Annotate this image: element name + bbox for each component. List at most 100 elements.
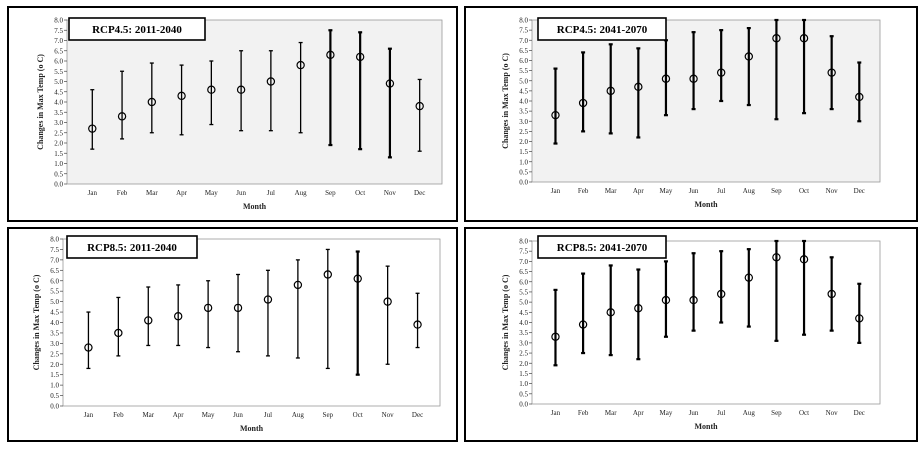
x-axis-label: Month [240,424,264,433]
mean-point-apr [634,82,643,92]
y-tick-label: 0.5 [519,390,528,398]
mean-point-jul [716,68,726,77]
y-tick-label: 3.0 [519,339,528,347]
mean-point-jan [551,110,560,120]
title-box [537,17,667,41]
mean-point-sep [326,50,335,60]
y-tick-label: 5.5 [519,288,528,296]
y-tick-label: 0.5 [519,168,528,176]
title-box [68,17,206,41]
y-tick-label: 4.5 [54,88,63,96]
plot-area [531,240,881,405]
y-tick-label: 7.0 [50,256,59,264]
x-tick-label: May [660,409,673,417]
x-tick-label: Apr [176,189,188,197]
x-axis-label: Month [243,202,267,211]
x-tick-label: Jun [689,187,699,195]
y-axis-label: Changes in Max Temp (o C) [36,54,45,150]
y-tick-label: 5.5 [54,68,63,76]
y-tick-label: 5.5 [519,67,528,75]
x-tick-label: Mar [605,187,617,195]
y-tick-label: 6.5 [519,47,528,55]
y-tick-label: 4.0 [50,319,59,327]
x-axis-label: Month [694,200,718,209]
errorbar-chart: 0.0 0.5 1.0 1.5 2.0 2.5 3.0 3.5 4.0 4.5 5.0 5.5 6.0 6… [32,235,441,433]
mean-point-mar [606,308,615,317]
x-tick-label: Jan [88,189,98,197]
x-tick-label: Oct [353,411,363,419]
y-tick-label: 3.5 [519,108,528,116]
x-tick-label: Sep [771,409,782,417]
y-tick-label: 6.0 [519,278,528,286]
x-tick-label: Nov [384,189,397,197]
mean-point-jan [88,124,97,133]
x-tick-label: Jun [233,411,243,419]
y-tick-label: 2.5 [50,350,59,358]
y-tick-label: 4.5 [50,309,59,317]
y-tick-label: 7.5 [519,27,528,35]
x-tick-label: Apr [633,187,645,195]
mean-point-jun [236,85,246,94]
mean-point-jul [716,289,726,299]
y-tick-label: 7.5 [519,248,528,256]
y-tick-label: 2.5 [519,350,528,358]
y-tick-label: 8.0 [519,238,528,246]
y-tick-label: 3.0 [54,119,63,127]
y-tick-label: 2.5 [519,128,528,136]
mean-point-sep [323,270,332,279]
y-tick-label: 6.0 [54,58,63,66]
y-tick-label: 4.0 [519,98,528,106]
y-tick-label: 4.0 [54,99,63,107]
x-tick-label: Jul [717,409,725,417]
x-tick-label: Mar [142,411,154,419]
mean-point-oct [799,34,809,43]
mean-point-nov [383,297,392,306]
y-tick-label: 3.5 [54,109,63,117]
y-tick-label: 0.0 [519,179,528,187]
mean-point-jun [233,303,243,313]
chart-title: RCP4.5: 2041-2070 [557,24,648,36]
mean-point-jan [551,332,560,341]
x-tick-label: Oct [799,409,809,417]
mean-point-oct [799,255,809,264]
mean-point-aug [744,273,754,282]
y-tick-label: 0.0 [54,181,63,189]
x-axis-label: Month [694,422,718,431]
mean-point-dec [855,314,864,323]
y-axis-label: Changes in Max Temp (o C) [32,274,41,370]
y-tick-label: 1.5 [519,370,528,378]
mean-point-jan [84,343,93,352]
mean-point-feb [578,320,588,329]
errorbar-chart: 0.0 0.5 1.0 1.5 2.0 2.5 3.0 3.5 4.0 4.5 5.0 5.5 6.0 6… [501,17,881,209]
y-tick-label: 4.5 [519,87,528,95]
y-tick-label: 3.5 [519,329,528,337]
y-tick-label: 2.0 [519,360,528,368]
y-tick-label: 5.0 [519,299,528,307]
mean-point-apr [173,312,183,321]
mean-point-jul [266,77,276,86]
mean-point-may [207,85,216,94]
chart-title: RCP8.5: 2041-2070 [557,242,648,254]
errorbar-chart: 0.0 0.5 1.0 1.5 2.0 2.5 3.0 3.5 4.0 4.5 5.0 5.5 6.0 6… [36,17,443,211]
y-tick-label: 2.0 [54,140,63,148]
mean-point-mar [147,97,157,107]
x-tick-label: Dec [412,411,423,419]
y-tick-label: 6.5 [54,47,63,55]
y-axis-label: Changes in Max Temp (o C) [501,274,510,370]
mean-point-dec [855,92,864,102]
mean-point-apr [634,304,643,313]
mean-point-nov [827,68,836,77]
mean-point-sep [772,34,781,43]
y-tick-label: 0.5 [50,392,59,400]
y-axis-label: Changes in Max Temp (o C) [501,53,510,149]
y-tick-label: 1.0 [519,158,528,166]
x-tick-label: Jan [84,411,94,419]
mean-point-jun [689,74,698,83]
y-tick-label: 1.0 [50,382,59,390]
x-tick-label: Dec [854,187,865,195]
y-tick-label: 5.0 [519,77,528,85]
x-tick-label: Nov [382,411,395,419]
y-tick-label: 6.0 [50,277,59,285]
y-tick-label: 1.5 [519,148,528,156]
y-tick-label: 4.0 [519,319,528,327]
